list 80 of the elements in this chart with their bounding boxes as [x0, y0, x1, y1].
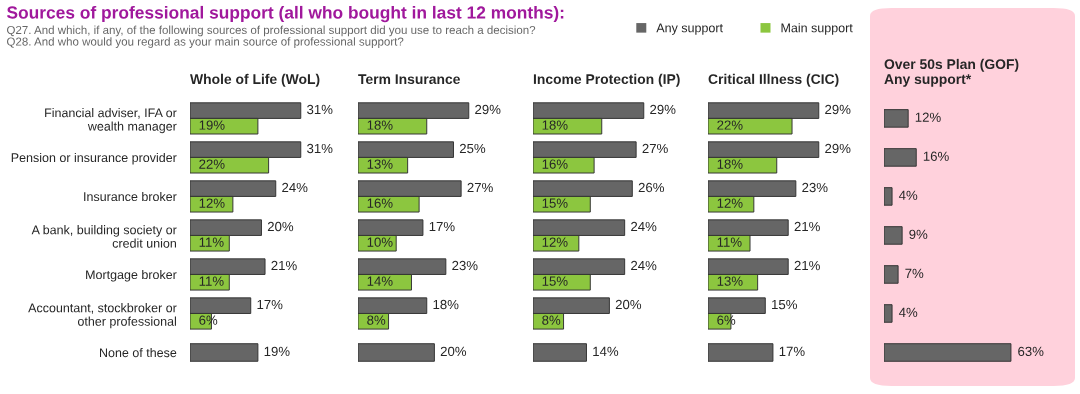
text: Sources of professional support (all who bought in last 12 months):: [6, 5, 564, 23]
data-label: 4%: [898, 307, 918, 317]
data-label: 11%: [717, 237, 742, 247]
bar: [884, 187, 893, 206]
data-label: 18%: [717, 159, 743, 169]
data-label: 29%: [475, 104, 501, 115]
data-label: 29%: [650, 104, 676, 115]
chart-title: Whole of Life (WoL): [190, 73, 320, 87]
data-label: 20%: [267, 221, 294, 232]
data-label: 17%: [429, 221, 455, 232]
data-label: 26%: [638, 182, 665, 193]
data-label: 23%: [802, 182, 828, 193]
data-label: 16%: [542, 159, 568, 169]
data-label: 12%: [199, 198, 225, 208]
data-label: 21%: [794, 260, 820, 271]
y-tick-label: A bank, building society or credit union: [31, 225, 177, 248]
chart-title: Over 50s Plan (GOF) Any support*: [884, 58, 1019, 87]
data-label: 27%: [467, 182, 493, 193]
data-label: 21%: [271, 260, 297, 271]
data-label: 63%: [1018, 346, 1044, 357]
data-label: 24%: [282, 182, 308, 193]
y-tick-label: None of these: [100, 347, 177, 358]
y-tick-label: Accountant, stockbroker or other professional: [28, 303, 177, 329]
data-label: 12%: [542, 237, 568, 247]
data-label: 7%: [905, 268, 924, 278]
data-label: 23%: [452, 260, 478, 271]
data-label: 19%: [264, 346, 290, 357]
data-label: 17%: [779, 346, 805, 356]
data-label: 11%: [199, 237, 224, 247]
chart-title: Critical Illness (CIC): [708, 73, 839, 87]
data-label: 9%: [909, 229, 928, 239]
data-label: 14%: [593, 346, 619, 356]
bar: [884, 265, 899, 284]
data-label: 15%: [542, 276, 568, 286]
data-label: 15%: [542, 198, 568, 208]
bar: [884, 343, 1012, 362]
data-label: 31%: [307, 143, 333, 154]
data-label: 15%: [772, 299, 797, 310]
data-label: 12%: [717, 198, 743, 208]
data-label: 8%: [542, 315, 561, 325]
data-label: 16%: [367, 198, 393, 208]
bar: [884, 226, 903, 245]
bar: [884, 148, 917, 167]
data-label: 14%: [367, 276, 393, 286]
y-tick-label: Pension or insurance provider: [11, 152, 177, 165]
data-label: 4%: [898, 190, 918, 200]
legend-label: Any support: [656, 23, 723, 35]
y-tick-label: Financial adviser, IFA or wealth manager: [45, 108, 177, 134]
data-label: 27%: [642, 143, 668, 154]
data-label: 25%: [459, 143, 486, 154]
chart-title: Income Protection (IP): [533, 73, 680, 87]
data-label: 13%: [367, 159, 393, 169]
data-label: 17%: [257, 299, 283, 310]
data-label: 19%: [199, 120, 225, 130]
data-label: 20%: [440, 346, 467, 357]
data-label: 24%: [631, 221, 657, 232]
y-tick-label: Mortgage broker: [86, 269, 177, 282]
data-label: 12%: [915, 112, 941, 122]
data-label: 11%: [199, 276, 224, 286]
text: Q27. And which, if any, of the following sources of professional support did you use to reach a decision? Q28. And who would you regard as your main source of professional support?: [7, 25, 536, 48]
bar: [884, 304, 893, 323]
data-label: 20%: [615, 299, 642, 310]
data-label: 29%: [825, 104, 851, 115]
data-label: 18%: [367, 120, 393, 130]
data-label: 18%: [433, 299, 459, 310]
data-label: 10%: [367, 237, 393, 247]
data-label: 8%: [367, 315, 386, 325]
data-label: 22%: [717, 120, 743, 130]
data-label: 21%: [794, 221, 820, 232]
data-label: 24%: [631, 260, 657, 271]
data-label: 22%: [199, 159, 225, 169]
chart-title: Term Insurance: [358, 74, 460, 85]
bar: [884, 109, 909, 128]
data-label: 16%: [923, 151, 949, 161]
data-label: 18%: [542, 120, 568, 130]
legend-label: Main support: [781, 23, 853, 35]
data-label: 29%: [825, 143, 851, 154]
data-label: 31%: [307, 104, 333, 115]
data-label: 13%: [717, 276, 743, 286]
y-tick-label: Insurance broker: [84, 191, 177, 202]
